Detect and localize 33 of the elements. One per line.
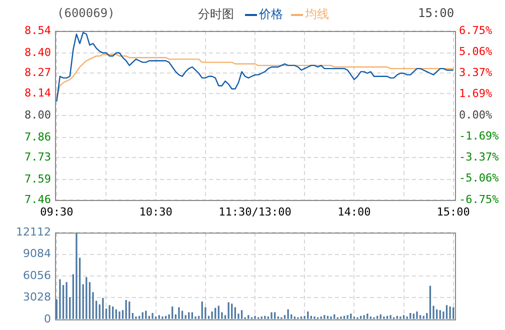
y-tick-label: 8.14: [24, 86, 52, 100]
y2-tick-label: 3.37%: [459, 66, 492, 80]
legend-label: 均线: [304, 7, 329, 21]
y-tick-label: 6056: [23, 268, 51, 282]
y-tick-label: 8.54: [24, 24, 52, 37]
y-tick-label: 9084: [23, 247, 51, 260]
y-tick-label: 7.86: [24, 130, 51, 144]
y2-tick-label: -1.69%: [459, 130, 500, 143]
text: 15:00: [418, 6, 454, 20]
y-tick-label: 7.59: [24, 172, 51, 186]
x-tick-label: 11:30/13:00: [218, 205, 292, 218]
y2-tick-label: 6.75%: [459, 24, 492, 37]
y-tick-label: 0: [44, 312, 51, 326]
legend-label: 价格: [258, 7, 283, 21]
y2-tick-label: -5.06%: [459, 172, 500, 185]
x-tick-label: 15:00: [436, 205, 470, 218]
y2-tick-label: -6.75%: [459, 192, 500, 206]
y2-tick-label: 1.69%: [459, 87, 492, 100]
y-tick-label: 8.40: [24, 46, 51, 59]
y-tick-label: 7.73: [24, 150, 51, 164]
x-tick-label: 10:30: [139, 205, 172, 218]
y2-tick-label: 5.06%: [459, 45, 492, 58]
y-tick-label: 8.27: [24, 66, 51, 80]
y-tick-label: 8.00: [24, 108, 51, 122]
y2-tick-label: 0.00%: [459, 108, 492, 122]
y-tick-label: 3028: [23, 290, 51, 304]
y2-tick-label: -3.37%: [459, 150, 500, 164]
y-tick-label: 12112: [16, 225, 51, 238]
x-tick-label: 09:30: [40, 205, 74, 218]
chart-subtitle: 分时图: [198, 6, 234, 23]
y-tick-label: 7.46: [24, 192, 51, 206]
chart-title: (600069): [57, 6, 115, 20]
x-tick-label: 14:00: [338, 205, 371, 218]
